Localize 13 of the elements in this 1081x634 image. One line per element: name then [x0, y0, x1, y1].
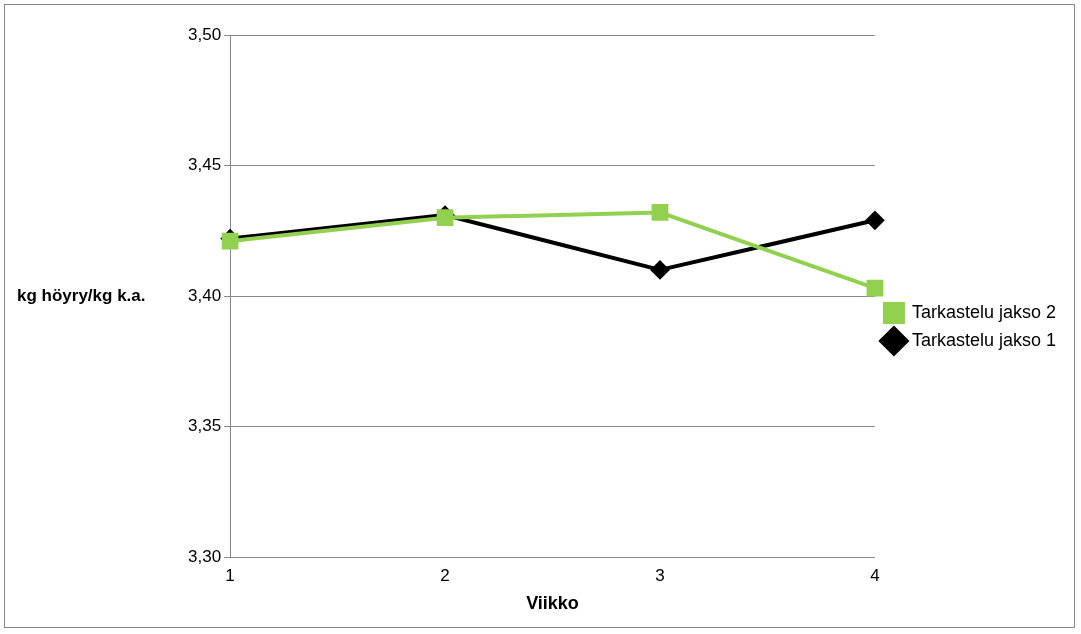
legend-label: Tarkastelu jakso 2 [911, 301, 1057, 322]
x-tick-label: 1 [225, 565, 235, 585]
y-tick-label: 3,40 [187, 285, 222, 305]
x-axis-title: Viikko [526, 593, 579, 614]
x-tick-label: 3 [655, 565, 665, 585]
y-tick-label: 3,45 [187, 155, 222, 175]
legend-label: Tarkastelu jakso 1 [911, 329, 1057, 350]
y-tick-label: 3,30 [187, 546, 222, 566]
y-tick-label: 3,35 [187, 416, 222, 436]
y-axis-title: kg höyry/kg k.a. [17, 285, 146, 305]
y-tick-label: 3,50 [187, 24, 222, 44]
x-tick-label: 2 [440, 565, 450, 585]
x-tick-label: 4 [870, 565, 880, 585]
